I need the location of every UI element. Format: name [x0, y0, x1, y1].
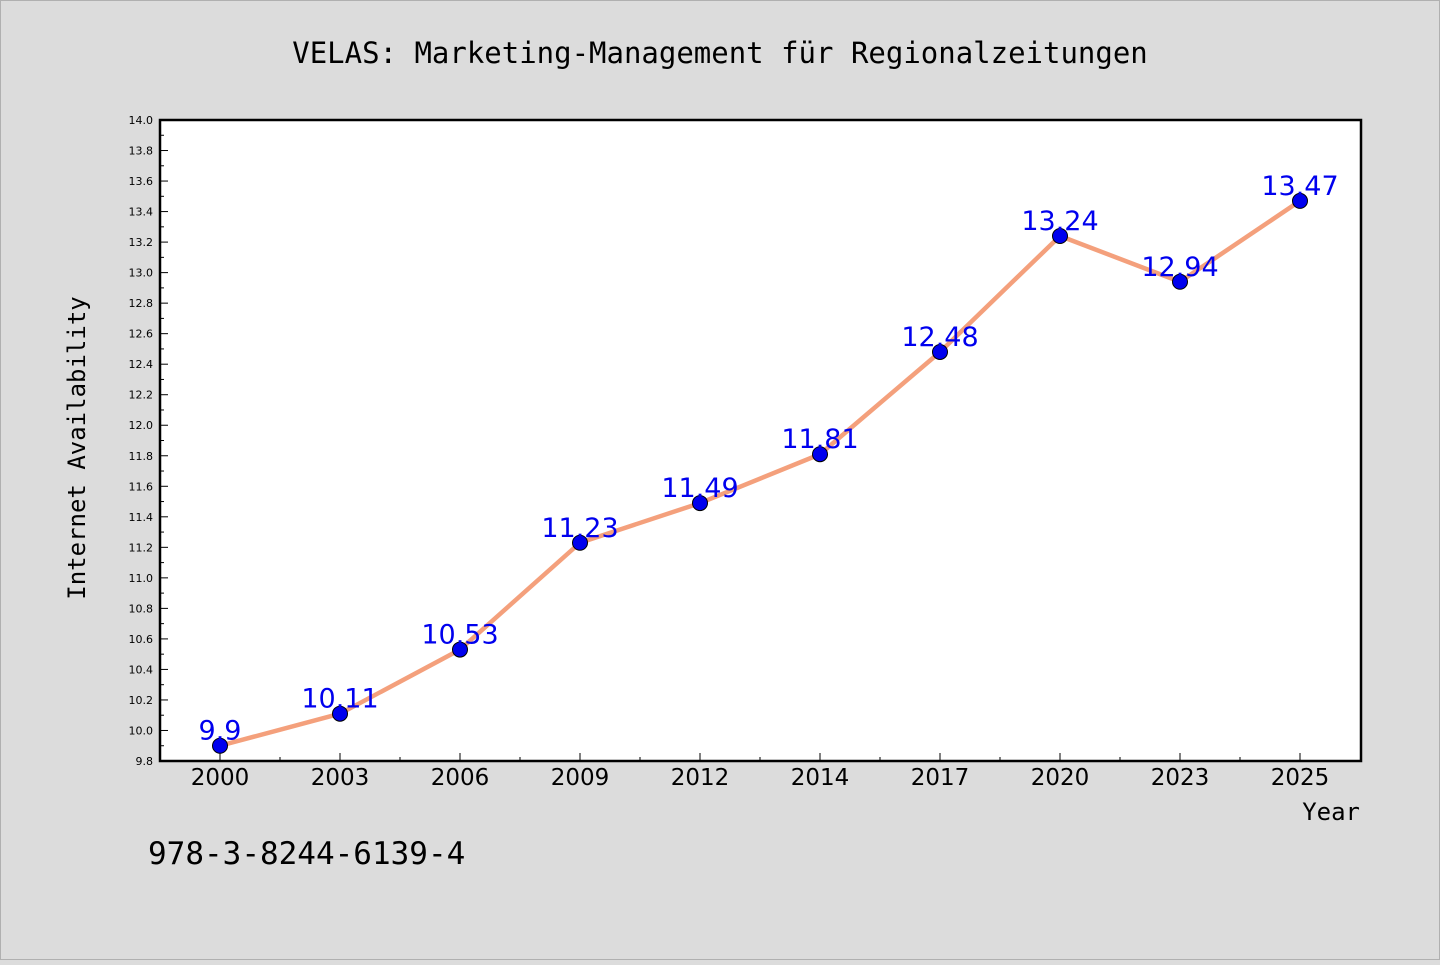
y-tick-label: 10.6: [129, 633, 154, 646]
y-tick-label: 12.2: [129, 389, 154, 402]
x-tick-label: 2003: [311, 765, 370, 791]
data-label: 9.9: [199, 716, 242, 747]
data-point: [1292, 192, 1308, 209]
y-tick-label: 13.4: [129, 206, 154, 219]
x-tick-label: 2000: [191, 765, 250, 791]
x-tick-label: 2023: [1151, 765, 1210, 791]
y-axis-label: Internet Availability: [63, 296, 91, 599]
data-point: [692, 495, 708, 512]
data-point: [332, 705, 348, 722]
x-tick-label: 2025: [1271, 765, 1330, 791]
y-axis: 9.8 10.0 10.2 10.4 10.6 10.8 11.0 11.2 11.4 11.6 1…: [129, 114, 168, 768]
y-tick-label: 10.8: [129, 602, 154, 615]
y-tick-label: 11.8: [129, 450, 154, 463]
y-tick-label: 10.4: [129, 663, 154, 676]
y-tick-label: 10.0: [129, 724, 154, 737]
y-tick-label: 14.0: [129, 114, 154, 127]
y-tick-label: 12.0: [129, 419, 154, 432]
y-tick-label: 13.2: [129, 236, 154, 249]
y-tick-label: 12.6: [129, 328, 154, 341]
y-tick-label: 13.8: [129, 145, 154, 158]
data-point: [1052, 227, 1068, 244]
series-layer: 9.9 10.11 10.53 11.23 11.49 11.81 12.48 13.24 12…: [199, 171, 1339, 754]
y-tick-label: 11.2: [129, 541, 154, 554]
data-label: 13.24: [1021, 206, 1098, 237]
data-label: 11.81: [781, 424, 858, 455]
data-point: [452, 641, 468, 658]
data-point: [812, 446, 828, 463]
y-tick-label: 11.0: [129, 572, 154, 585]
data-label: 11.23: [541, 513, 618, 544]
x-axis-label: Year: [1302, 798, 1360, 826]
x-tick-label: 2006: [431, 765, 490, 791]
x-tick-label: 2012: [671, 765, 730, 791]
y-tick-label: 13.6: [129, 175, 154, 188]
data-point: [572, 534, 588, 551]
isbn-footnote: 978-3-8244-6139-4: [148, 836, 465, 872]
data-label: 12.48: [901, 322, 978, 353]
data-label: 13.47: [1261, 171, 1338, 202]
x-tick-label: 2009: [551, 765, 610, 791]
y-tick-label: 9.8: [136, 755, 154, 768]
y-tick-label: 10.2: [129, 694, 154, 707]
data-point: [1172, 273, 1188, 290]
y-tick-label: 11.4: [129, 511, 154, 524]
data-label: 12.94: [1141, 252, 1218, 283]
y-tick-label: 11.6: [129, 480, 154, 493]
y-tick-label: 12.8: [129, 297, 154, 310]
y-tick-label: 13.0: [129, 267, 154, 280]
chart-title: VELAS: Marketing-Management für Regional…: [292, 36, 1148, 70]
data-label: 11.49: [661, 473, 738, 504]
data-point: [212, 737, 228, 754]
x-tick-label: 2014: [791, 765, 850, 791]
x-axis: 2000 2003 2006 2009 2012 2014 2017 2020 2023 2025: [191, 753, 1330, 791]
x-tick-label: 2017: [911, 765, 970, 791]
series-line: [217, 198, 1303, 748]
data-label: 10.11: [301, 684, 378, 715]
plot-area: [158, 118, 1363, 763]
data-point: [932, 343, 948, 360]
y-tick-label: 12.4: [129, 358, 154, 371]
x-tick-label: 2020: [1031, 765, 1090, 791]
data-label: 10.53: [421, 620, 498, 651]
